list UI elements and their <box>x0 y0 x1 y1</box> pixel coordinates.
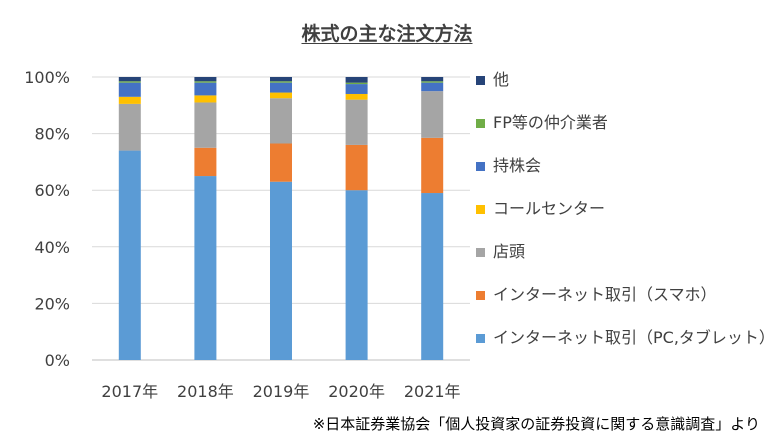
bar-segment <box>194 176 217 360</box>
bar-segment <box>118 96 141 104</box>
bar-segment <box>270 181 292 360</box>
y-tick-label: 40% <box>34 238 70 257</box>
bar-segment <box>345 190 368 360</box>
y-tick-label: 0% <box>45 351 70 370</box>
bar-segment <box>270 81 292 83</box>
bar-segment <box>270 77 292 82</box>
bar-segment <box>194 95 217 103</box>
y-tick-label: 20% <box>34 294 70 313</box>
y-tick-label: 100% <box>24 68 70 87</box>
bars <box>118 77 444 360</box>
x-tick-label: 2021年 <box>404 382 461 401</box>
y-tick-label: 60% <box>34 181 70 200</box>
legend-label: 店頭 <box>493 242 526 261</box>
bar-segment <box>270 98 292 144</box>
legend-label: 持株会 <box>493 156 542 175</box>
legend-swatch <box>476 291 485 300</box>
bar-segment <box>421 193 444 360</box>
legend-swatch <box>476 76 485 85</box>
x-tick-label: 2019年 <box>253 382 310 401</box>
bar-segment <box>194 82 217 96</box>
legend-label: インターネット取引（PC,タブレット） <box>493 328 774 347</box>
bar-segment <box>270 143 292 182</box>
bar-segment <box>421 77 444 82</box>
x-tick-label: 2020年 <box>328 382 385 401</box>
legend-swatch <box>476 205 485 214</box>
bar-segment <box>118 81 141 83</box>
bar-segment <box>345 84 368 94</box>
bar-segment <box>345 82 368 85</box>
legend-swatch <box>476 119 485 128</box>
bar-segment <box>345 144 368 191</box>
bar-segment <box>270 92 292 99</box>
bar-segment <box>345 77 368 83</box>
legend-label: コールセンター <box>493 199 606 218</box>
bar-segment <box>118 150 141 360</box>
bar-segment <box>421 82 444 92</box>
bar-segment <box>194 77 217 82</box>
chart-title: 株式の主な注文方法 <box>301 23 473 45</box>
bar-segment <box>345 93 368 100</box>
bar-segment <box>421 137 444 194</box>
bar-segment <box>270 82 292 93</box>
legend-label: FP等の仲介業者 <box>493 113 608 132</box>
bar-segment <box>421 91 444 138</box>
legend-swatch <box>476 248 485 257</box>
legend-swatch <box>476 162 485 171</box>
bar-segment <box>118 82 141 97</box>
bar-segment <box>118 77 141 82</box>
axes: 0% 20% 40% 60% 80% 100% 2017年 2018年 2019年 2020年 20… <box>24 68 460 401</box>
legend-label: 他 <box>493 70 510 89</box>
bar-segment <box>194 81 217 83</box>
bar-segment <box>118 103 141 151</box>
y-tick-label: 80% <box>34 125 70 144</box>
legend-swatch <box>476 334 485 343</box>
bar-segment <box>194 102 217 148</box>
bar-segment <box>194 147 217 177</box>
x-tick-label: 2018年 <box>177 382 234 401</box>
x-tick-label: 2017年 <box>101 382 158 401</box>
source-note: ※日本証券業協会「個人投資家の証券投資に関する意識調査」より <box>312 415 760 433</box>
legend-label: インターネット取引（スマホ） <box>493 285 717 304</box>
bar-segment <box>421 81 444 83</box>
bar-segment <box>345 99 368 145</box>
